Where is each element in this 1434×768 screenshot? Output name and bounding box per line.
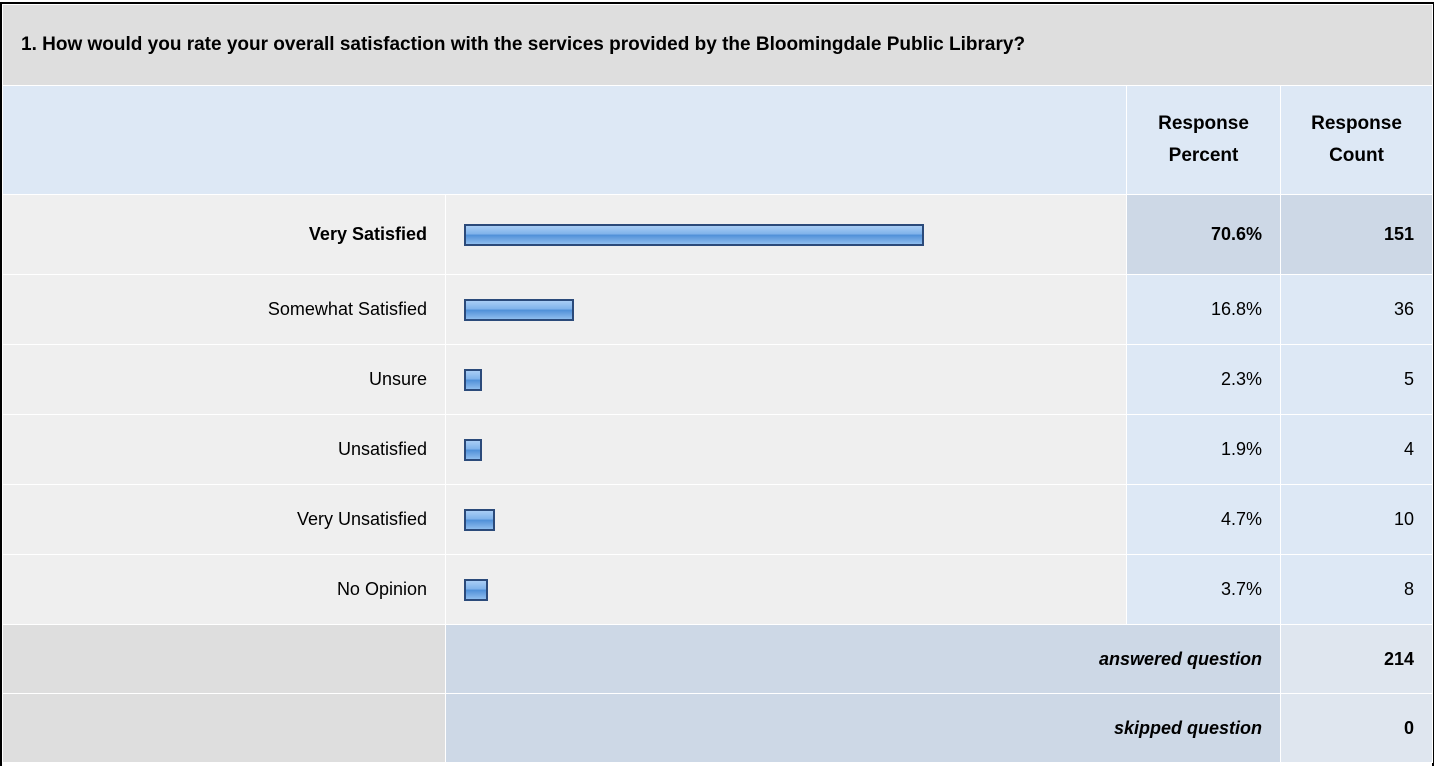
table: 1. How would you rate your overall satis…	[2, 4, 1433, 763]
response-count: 36	[1280, 274, 1433, 345]
answer-row: Unsatisfied 1.9% 4	[2, 414, 1433, 485]
answer-label: Unsatisfied	[2, 414, 446, 485]
answer-row: Very Unsatisfied 4.7% 10	[2, 484, 1433, 555]
response-percent: 16.8%	[1126, 274, 1281, 345]
response-count: 5	[1280, 344, 1433, 415]
footer-blank	[2, 624, 446, 694]
footer-row: answered question 214	[2, 624, 1433, 694]
response-percent: 4.7%	[1126, 484, 1281, 555]
footer-label: answered question	[445, 624, 1281, 694]
answer-row: Very Satisfied 70.6% 151	[2, 194, 1433, 275]
footer-count: 214	[1280, 624, 1433, 694]
header-blank	[2, 85, 1127, 195]
response-percent: 70.6%	[1126, 194, 1281, 275]
footer-count: 0	[1280, 693, 1433, 763]
response-count: 10	[1280, 484, 1433, 555]
answer-label: Unsure	[2, 344, 446, 415]
bar-cell	[445, 554, 1127, 625]
answer-row: Unsure 2.3% 5	[2, 344, 1433, 415]
response-count: 151	[1280, 194, 1433, 275]
header-count: Response Count	[1280, 85, 1433, 195]
bar	[464, 508, 495, 531]
footer-blank	[2, 693, 446, 763]
bar-cell	[445, 484, 1127, 555]
question: 1. How would you rate your overall satis…	[2, 4, 1433, 86]
response-percent: 3.7%	[1126, 554, 1281, 625]
header-percent: Response Percent	[1126, 85, 1281, 195]
bar-cell	[445, 414, 1127, 485]
response-count: 8	[1280, 554, 1433, 625]
answer-label: Somewhat Satisfied	[2, 274, 446, 345]
bar	[464, 298, 574, 321]
answer-row: Somewhat Satisfied 16.8% 36	[2, 274, 1433, 345]
bar	[464, 578, 489, 601]
footer-label: skipped question	[445, 693, 1281, 763]
response-count: 4	[1280, 414, 1433, 485]
answer-label: Very Unsatisfied	[2, 484, 446, 555]
bar	[464, 223, 925, 246]
bar	[464, 438, 482, 461]
bar-cell	[445, 344, 1127, 415]
footer-row: skipped question 0	[2, 693, 1433, 763]
bar	[464, 368, 482, 391]
answer-row: No Opinion 3.7% 8	[2, 554, 1433, 625]
answer-label: Very Satisfied	[2, 194, 446, 275]
response-percent: 1.9%	[1126, 414, 1281, 485]
answer-label: No Opinion	[2, 554, 446, 625]
bar-cell	[445, 194, 1127, 275]
response-percent: 2.3%	[1126, 344, 1281, 415]
bar-cell	[445, 274, 1127, 345]
